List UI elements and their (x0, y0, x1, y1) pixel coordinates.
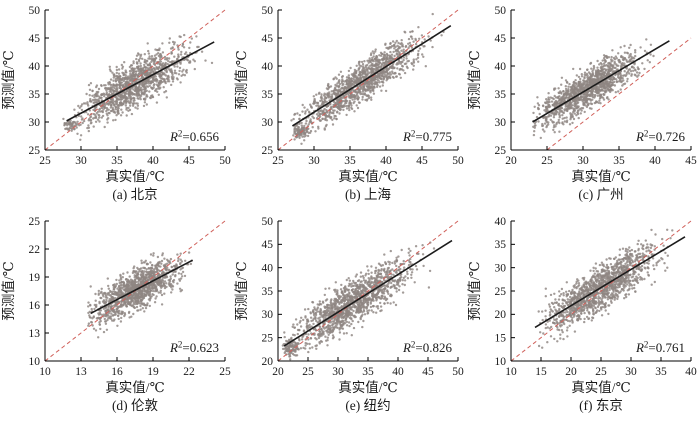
r2-label: R2=0.775 (402, 129, 452, 145)
x-axis-label: 真实值/℃ (105, 380, 164, 395)
r2-label: R2=0.826 (402, 340, 453, 356)
svg-text:40: 40 (495, 61, 507, 73)
subplot-title: (e) 纽约 (345, 398, 390, 413)
subplot-title: (d) 伦敦 (112, 398, 159, 413)
x-axis-label: 真实值/℃ (105, 169, 164, 184)
y-axis-label: 预测值/℃ (234, 261, 249, 320)
svg-text:30: 30 (262, 117, 274, 129)
svg-text:45: 45 (495, 33, 507, 45)
scatter-points (62, 34, 213, 141)
x-axis-label: 真实值/℃ (571, 169, 630, 184)
svg-text:45: 45 (183, 155, 195, 167)
y-axis-label: 预测值/℃ (1, 261, 16, 320)
svg-text:45: 45 (262, 33, 274, 45)
svg-text:25: 25 (262, 145, 274, 157)
y-axis-label: 预测值/℃ (467, 50, 482, 109)
svg-text:35: 35 (344, 155, 356, 167)
chart-cell: 25 30 35 40 45 50 25 30 35 40 45 50 R2=0.656 真实值/℃ (a)… (0, 0, 233, 211)
r2-label: R2=0.623 (169, 340, 219, 356)
svg-text:40: 40 (147, 155, 159, 167)
svg-text:30: 30 (75, 155, 87, 167)
svg-text:50: 50 (495, 5, 507, 17)
subplot-a-beijing: 25 30 35 40 45 50 25 30 35 40 45 50 R2=0.656 真实值/℃ (a)… (0, 0, 233, 211)
fit-line (533, 41, 670, 122)
y-axis-label: 预测值/℃ (234, 50, 249, 109)
svg-text:40: 40 (380, 155, 392, 167)
svg-text:45: 45 (685, 155, 697, 167)
svg-text:45: 45 (29, 33, 41, 45)
svg-text:25: 25 (29, 145, 41, 157)
svg-text:35: 35 (613, 155, 625, 167)
subplot-title: (c) 广州 (578, 187, 623, 202)
fit-line (67, 42, 215, 121)
x-axis-label: 真实值/℃ (338, 169, 397, 184)
svg-text:20: 20 (505, 155, 517, 167)
svg-text:45: 45 (416, 155, 428, 167)
svg-text:40: 40 (262, 61, 274, 73)
svg-text:25: 25 (495, 145, 507, 157)
svg-text:35: 35 (111, 155, 123, 167)
svg-text:25: 25 (541, 155, 553, 167)
svg-text:30: 30 (577, 155, 589, 167)
y-axis-label: 预测值/℃ (1, 50, 16, 109)
subplot-title: (b) 上海 (345, 187, 391, 202)
svg-text:50: 50 (29, 5, 41, 17)
fit-line (292, 26, 450, 126)
x-axis-label: 真实值/℃ (338, 380, 397, 395)
svg-text:50: 50 (262, 5, 274, 17)
svg-text:40: 40 (29, 61, 41, 73)
x-axis-label: 真实值/℃ (571, 380, 630, 395)
y-axis-label: 预测值/℃ (467, 261, 482, 320)
r2-label: R2=0.761 (635, 340, 685, 356)
svg-text:30: 30 (495, 117, 507, 129)
svg-text:35: 35 (495, 89, 507, 101)
r2-label: R2=0.726 (635, 129, 686, 145)
r2-label: R2=0.656 (169, 129, 220, 145)
fit-line (284, 241, 452, 346)
svg-text:25: 25 (272, 155, 284, 167)
svg-text:40: 40 (649, 155, 661, 167)
subplot-title: (f) 东京 (579, 398, 623, 413)
scatter-points (87, 251, 193, 338)
svg-text:30: 30 (29, 117, 41, 129)
svg-text:25: 25 (39, 155, 51, 167)
fit-line (535, 237, 685, 328)
svg-text:50: 50 (219, 155, 231, 167)
subplot-title: (a) 北京 (112, 187, 157, 202)
scatter-points (532, 38, 655, 139)
svg-text:35: 35 (262, 89, 274, 101)
svg-text:35: 35 (29, 89, 41, 101)
svg-text:30: 30 (308, 155, 320, 167)
scatter-points (538, 229, 674, 349)
svg-text:50: 50 (452, 155, 464, 167)
